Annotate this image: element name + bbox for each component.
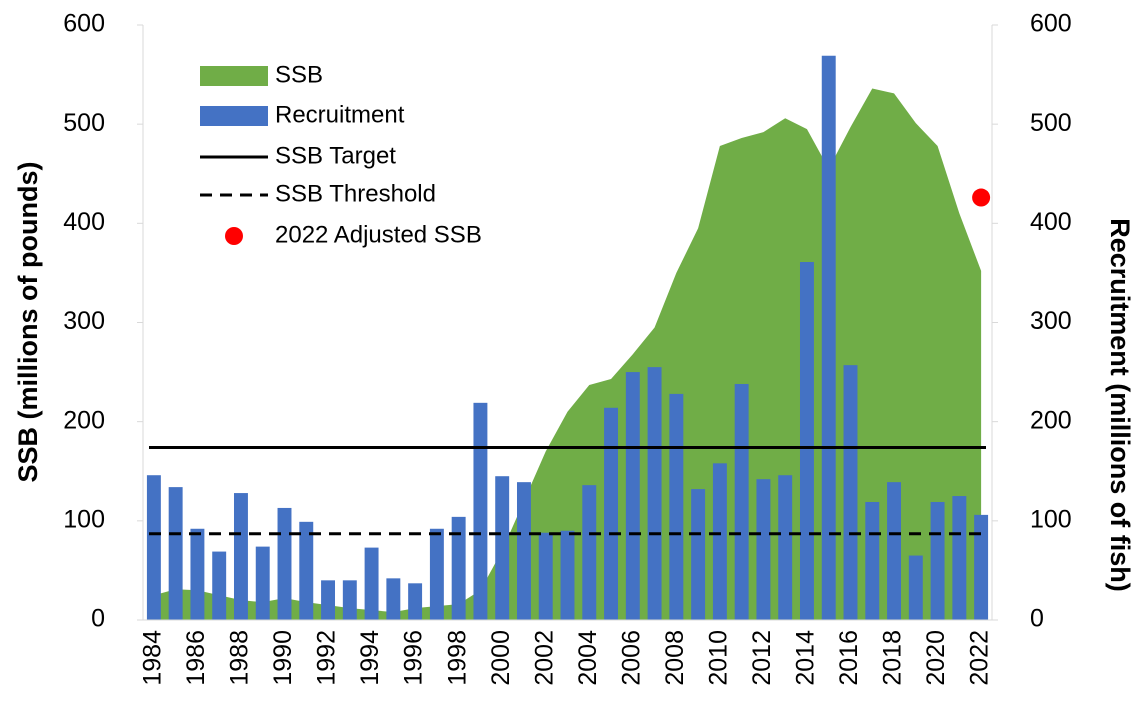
bar	[364, 547, 379, 620]
bar	[887, 482, 902, 620]
bar	[255, 546, 270, 620]
area-layer	[153, 88, 982, 620]
bar	[429, 528, 444, 620]
x-tick-label: 2016	[835, 630, 863, 686]
x-tick-label: 2004	[574, 630, 602, 686]
bar	[321, 580, 336, 620]
bar	[778, 475, 793, 620]
legend-label: SSB	[275, 61, 323, 88]
legend-label: 2022 Adjusted SSB	[275, 221, 482, 248]
x-tick-label: 1990	[269, 630, 297, 686]
x-tick-label: 2018	[879, 630, 907, 686]
y2-tick-label: 400	[1030, 208, 1072, 236]
y2-tick-label: 600	[1030, 10, 1072, 38]
bar	[647, 367, 662, 620]
ssb-area	[153, 88, 982, 620]
bar	[299, 521, 314, 620]
bar	[691, 489, 706, 620]
bar	[408, 583, 423, 620]
bar	[734, 383, 749, 620]
x-tick-label: 2008	[661, 630, 689, 686]
bar	[516, 482, 531, 620]
y2-axis-label: Recruitment (millions of fish)	[1105, 218, 1135, 592]
bar	[495, 476, 510, 620]
bar	[669, 393, 684, 620]
legend-swatch	[225, 227, 243, 245]
y2-tick-label: 300	[1030, 307, 1072, 335]
bar	[974, 514, 989, 620]
bar	[952, 496, 967, 620]
y-axis-label: SSB (millions of pounds)	[13, 162, 43, 483]
bar	[473, 402, 488, 620]
bar	[756, 479, 771, 620]
y-tick-label: 100	[63, 505, 105, 533]
x-tick-label: 2000	[487, 630, 515, 686]
x-tick-label: 2014	[792, 630, 820, 686]
bar	[190, 528, 205, 620]
y-tick-label: 0	[91, 605, 105, 633]
x-tick-label: 2010	[704, 630, 732, 686]
bar	[342, 580, 357, 620]
bar	[560, 530, 575, 620]
bar	[233, 493, 248, 620]
y-tick-label: 400	[63, 208, 105, 236]
y-tick-label: 200	[63, 406, 105, 434]
x-tick-label: 2012	[748, 630, 776, 686]
bar	[604, 407, 619, 620]
x-tick-label: 1986	[182, 630, 210, 686]
legend-label: Recruitment	[275, 101, 405, 128]
bar	[625, 372, 640, 620]
bar	[168, 487, 183, 620]
x-tick-label: 2020	[922, 630, 950, 686]
bar	[799, 262, 814, 620]
bar	[277, 507, 292, 620]
bar	[212, 551, 227, 620]
bar	[712, 463, 727, 620]
x-tick-label: 2022	[966, 630, 994, 686]
x-tick-label: 1994	[356, 630, 384, 686]
y2-tick-label: 0	[1030, 605, 1044, 633]
y-tick-label: 600	[63, 10, 105, 38]
y2-tick-label: 100	[1030, 505, 1072, 533]
bar	[865, 501, 880, 620]
x-tick-label: 1992	[313, 630, 341, 686]
line-layer	[149, 188, 991, 536]
bar	[386, 578, 401, 620]
legend-label: SSB Threshold	[275, 180, 436, 207]
legend-swatch	[200, 106, 268, 126]
bar-layer	[146, 55, 989, 621]
x-tick-label: 1984	[138, 630, 166, 686]
y2-tick-label: 200	[1030, 406, 1072, 434]
bar	[908, 555, 923, 620]
bar	[582, 485, 597, 620]
x-tick-label: 1996	[400, 630, 428, 686]
bar	[843, 365, 858, 620]
y-tick-label: 300	[63, 307, 105, 335]
legend-swatch	[200, 66, 268, 86]
point	[972, 188, 991, 207]
x-tick-label: 2002	[530, 630, 558, 686]
y-tick-label: 500	[63, 109, 105, 137]
bar	[146, 475, 161, 620]
bar	[538, 532, 553, 620]
y2-tick-label: 500	[1030, 109, 1072, 137]
bar	[930, 501, 945, 620]
x-tick-label: 1988	[226, 630, 254, 686]
x-tick-label: 1998	[443, 630, 471, 686]
x-tick-label: 2006	[617, 630, 645, 686]
bar	[451, 516, 466, 620]
legend-label: SSB Target	[275, 142, 396, 169]
bar	[821, 55, 836, 621]
